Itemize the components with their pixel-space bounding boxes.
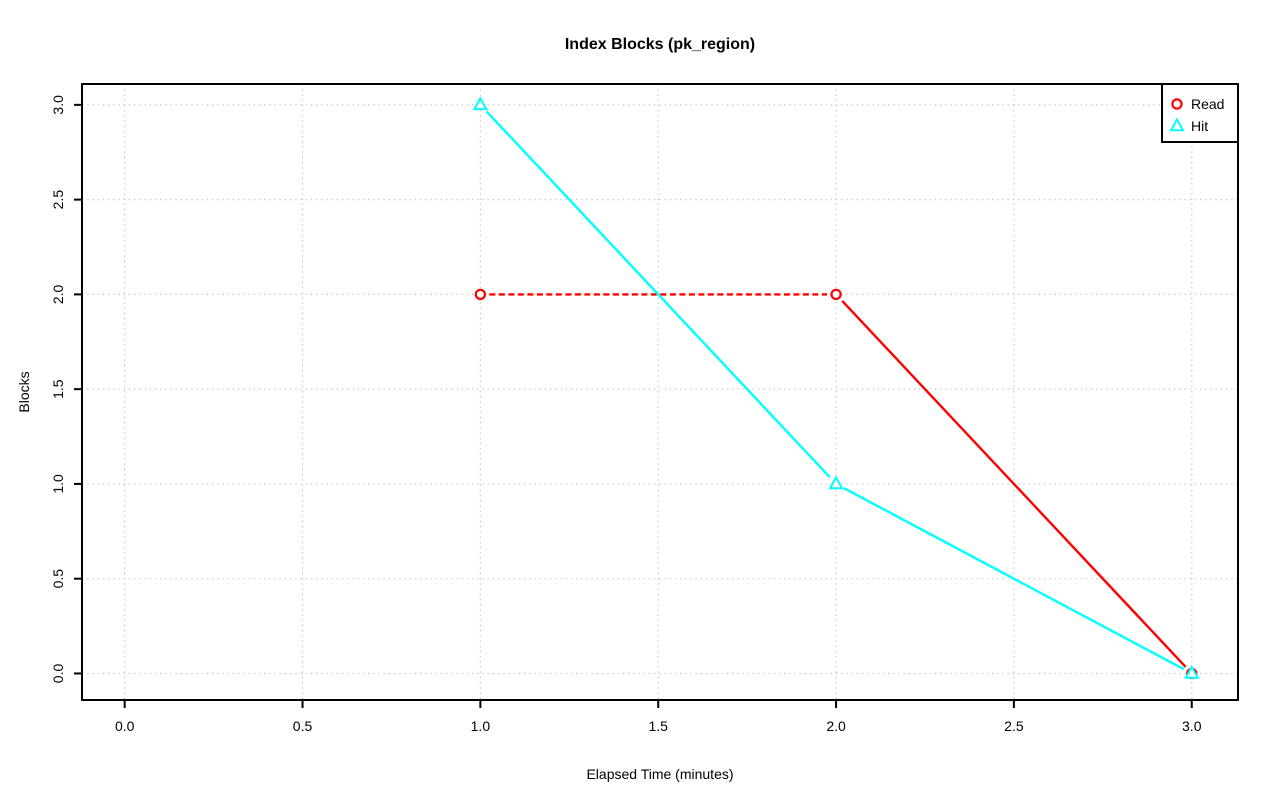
y-tick-label-2.5: 2.5 bbox=[50, 190, 66, 210]
x-axis-title: Elapsed Time (minutes) bbox=[586, 766, 734, 782]
x-tick-label-0.0: 0.0 bbox=[115, 718, 135, 734]
x-tick-label-1.5: 1.5 bbox=[648, 718, 668, 734]
y-axis-title: Blocks bbox=[16, 371, 32, 413]
y-tick-label-2.0: 2.0 bbox=[50, 284, 66, 304]
y-tick-label-1.5: 1.5 bbox=[50, 379, 66, 399]
legend-marker-hit-triangle-icon bbox=[1169, 117, 1185, 132]
y-tick-label-0.5: 0.5 bbox=[50, 569, 66, 589]
legend-label-hit: Hit bbox=[1191, 118, 1208, 134]
series-hit-point-0 bbox=[472, 96, 489, 111]
legend-box bbox=[1161, 83, 1239, 143]
series-hit bbox=[472, 96, 1200, 679]
legend: Read Hit bbox=[1161, 83, 1239, 143]
y-tick-label-3.0: 3.0 bbox=[50, 95, 66, 115]
x-tick-label-2.0: 2.0 bbox=[826, 718, 846, 734]
y-tick-label-1.0: 1.0 bbox=[50, 474, 66, 494]
series-hit-point-2 bbox=[1184, 664, 1200, 679]
series-hit-segment-1 bbox=[843, 487, 1185, 671]
x-tick-label-2.5: 2.5 bbox=[1004, 718, 1024, 734]
x-tick-label-3.0: 3.0 bbox=[1182, 718, 1202, 734]
legend-marker-read-circle-icon bbox=[1171, 98, 1183, 110]
series-read-point-1 bbox=[830, 288, 842, 301]
series-hit-segment-0 bbox=[485, 110, 831, 479]
series-read-segment-1 bbox=[841, 300, 1187, 668]
chart-title: Index Blocks (pk_region) bbox=[564, 36, 756, 53]
plot-border bbox=[81, 83, 1239, 701]
x-tick-label-0.5: 0.5 bbox=[293, 718, 313, 734]
series-hit-point-1 bbox=[828, 475, 844, 490]
legend-label-read: Read bbox=[1191, 96, 1224, 112]
y-tick-label-0.0: 0.0 bbox=[50, 664, 66, 684]
series-read-point-0 bbox=[474, 288, 487, 301]
x-tick-label-1.0: 1.0 bbox=[471, 718, 491, 734]
